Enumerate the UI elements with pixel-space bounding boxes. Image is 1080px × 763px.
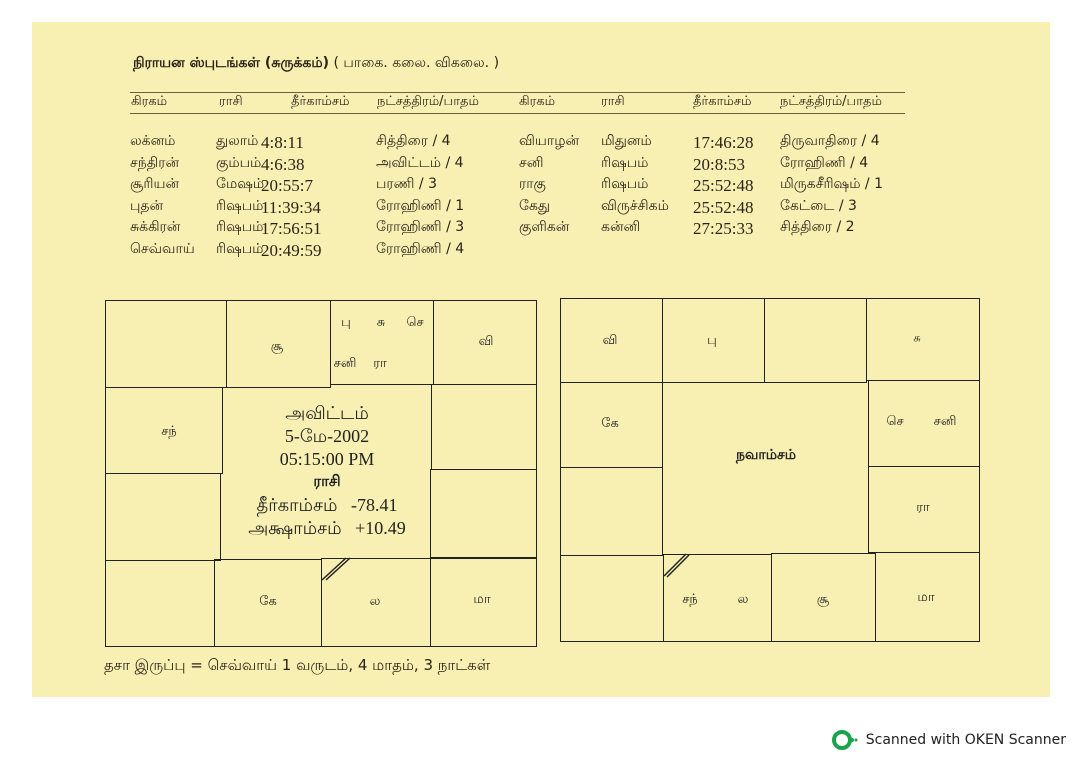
planet-mandi: மா — [917, 590, 935, 605]
nakshatra-pada: பரணி / 3 — [376, 176, 437, 192]
longitude: 20:55:7 — [261, 176, 313, 195]
scanned-page — [32, 22, 1050, 697]
planet-name: புதன் — [130, 197, 164, 214]
column-header: கிரகம் — [519, 94, 556, 109]
planet-sun: சூ — [816, 592, 830, 607]
divider — [130, 113, 905, 114]
longitude: 25:52:48 — [693, 197, 754, 217]
planet-mars: செ — [406, 315, 424, 330]
rasi: துலாம் — [216, 133, 259, 149]
planet-mercury: பு — [707, 333, 717, 348]
planet-jupiter: வி — [602, 333, 618, 348]
planet-moon: சந் — [682, 592, 698, 607]
planet-ketu: கே — [259, 594, 277, 609]
rasi: ரிஷபம் — [216, 240, 264, 257]
nakshatra-pada: ரோஹிணி / 4 — [780, 154, 869, 171]
rasi: ரிஷபம் — [216, 197, 264, 214]
nakshatra-pada: சித்திரை / 4 — [376, 133, 451, 149]
page-title: நிராயன ஸ்புடங்கள் (சுருக்கம்) ( பாகை. கல… — [133, 55, 500, 71]
longitude: 11:39:34 — [261, 197, 321, 217]
rasi: ரிஷபம் — [216, 219, 264, 235]
lagna-marker — [321, 557, 351, 581]
scanner-watermark: Scanned with OKEN Scanner — [831, 730, 1066, 750]
nakshatra-pada: கேட்டை / 3 — [780, 197, 857, 214]
planet-name: சுக்கிரன் — [130, 219, 181, 235]
rasi-center-info: அவிட்டம் 5-மே-2002 05:15:00 PM ராசி தீர்… — [248, 403, 406, 538]
planet-venus: சு — [913, 331, 921, 345]
divider — [130, 92, 905, 93]
nakshatra-pada: சித்திரை / 2 — [780, 219, 855, 235]
planet-moon: சந் — [161, 424, 177, 439]
column-header: ராசி — [219, 94, 243, 109]
column-header: தீர்காம்சம் — [291, 94, 350, 109]
nakshatra-pada: ரோஹிணி / 4 — [376, 240, 465, 257]
column-header: நட்சத்திரம்/பாதம் — [780, 94, 882, 109]
planet-rahu: ரா — [373, 356, 387, 371]
planet-mandi: மா — [473, 592, 491, 607]
planet-sun: சூ — [270, 339, 284, 354]
planet-rahu: ரா — [916, 500, 930, 515]
rasi: ரிஷபம் — [601, 154, 649, 171]
planet-saturn: சனி — [333, 356, 357, 371]
planet-name: ராகு — [519, 176, 546, 192]
lagna: ல — [737, 592, 749, 607]
column-header: தீர்காம்சம் — [693, 94, 752, 109]
planet-mars: செ — [886, 414, 904, 429]
planet-name: செவ்வாய் — [130, 240, 195, 257]
rasi: மிதுனம் — [601, 133, 652, 149]
nakshatra-pada: மிருகசீரிஷம் / 1 — [780, 176, 883, 192]
longitude: 4:6:38 — [261, 154, 305, 174]
longitude: 27:25:33 — [693, 219, 754, 238]
rasi: ரிஷபம் — [601, 176, 649, 192]
column-header: நட்சத்திரம்/பாதம் — [377, 94, 479, 109]
planet-name: வியாழன் — [519, 133, 580, 149]
rasi: கன்னி — [601, 219, 641, 235]
nakshatra-pada: ரோஹிணி / 1 — [376, 197, 465, 214]
lagna: ல — [369, 594, 381, 609]
planet-name: சனி — [519, 154, 544, 171]
planet-name: சூரியன் — [130, 176, 180, 192]
longitude: 4:8:11 — [261, 133, 304, 152]
dasa-balance: தசா இருப்பு = செவ்வாய் 1 வருடம், 4 மாதம்… — [104, 656, 491, 674]
planet-name: சந்திரன் — [130, 154, 180, 171]
longitude: 17:56:51 — [261, 219, 322, 238]
rasi: கும்பம் — [216, 154, 262, 171]
column-header: ராசி — [601, 94, 625, 109]
nakshatra-pada: திருவாதிரை / 4 — [780, 133, 880, 149]
planet-name: கேது — [519, 197, 551, 214]
planet-venus: சு — [376, 315, 386, 330]
longitude: 17:46:28 — [693, 133, 754, 152]
column-header: கிரகம் — [131, 94, 168, 109]
rasi: மேஷம் — [216, 176, 265, 192]
longitude: 20:8:53 — [693, 154, 745, 174]
lagna-marker — [663, 553, 690, 578]
navamsa-label: நவாம்சம் — [736, 447, 796, 463]
rasi: விருச்சிகம் — [601, 197, 669, 214]
longitude: 25:52:48 — [693, 176, 754, 195]
planet-mercury: பு — [341, 315, 351, 330]
nakshatra-pada: ரோஹிணி / 3 — [376, 219, 465, 235]
nakshatra-pada: அவிட்டம் / 4 — [376, 154, 464, 171]
planet-name: குளிகன் — [519, 219, 570, 235]
planet-name: லக்னம் — [130, 133, 176, 149]
planet-saturn: சனி — [933, 414, 957, 429]
longitude: 20:49:59 — [261, 240, 322, 260]
planet-jupiter: வி — [478, 334, 494, 349]
planet-ketu: கே — [601, 416, 619, 431]
oken-logo-icon — [831, 730, 858, 750]
